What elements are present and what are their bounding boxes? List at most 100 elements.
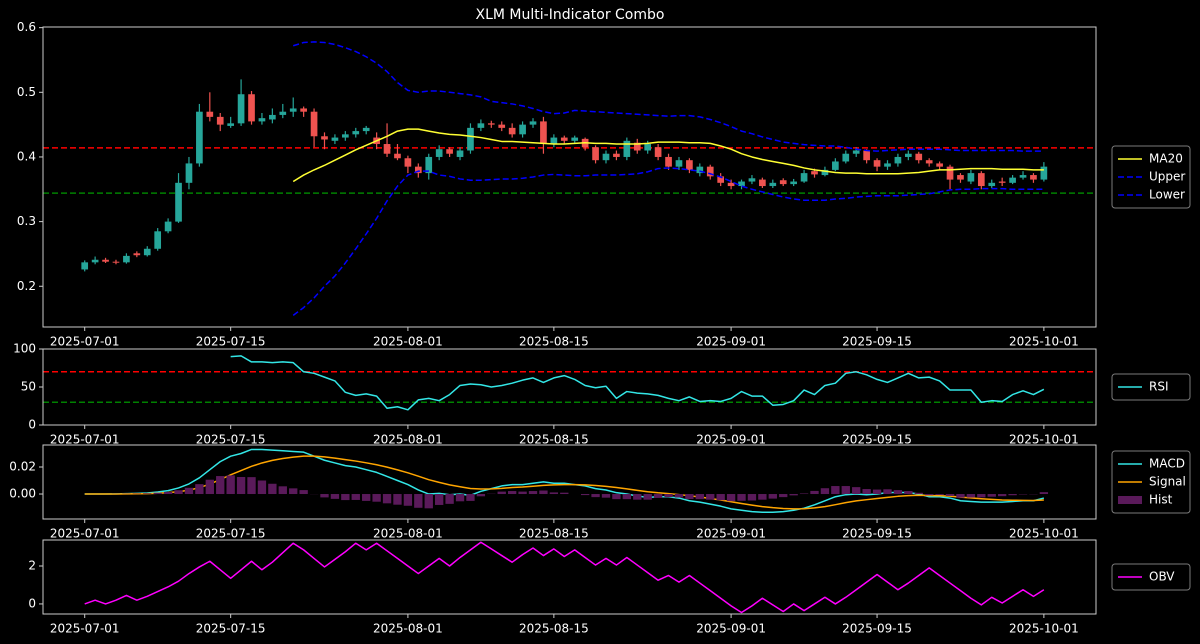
candle-body xyxy=(852,150,860,154)
candle-body xyxy=(289,108,297,112)
candle-body xyxy=(571,137,579,141)
candle-body xyxy=(112,261,120,263)
candle-body xyxy=(102,259,109,262)
legend-label: MA20 xyxy=(1149,152,1183,166)
histogram-bar xyxy=(862,489,871,495)
legend-label: RSI xyxy=(1149,380,1169,394)
series-line xyxy=(292,167,1044,316)
candle-body xyxy=(519,124,526,135)
candle-body xyxy=(237,94,245,124)
legend-box xyxy=(1111,373,1191,401)
histogram-bar xyxy=(612,494,621,500)
candle-body xyxy=(998,181,1006,183)
legend-swatch xyxy=(1118,496,1142,504)
candle-body xyxy=(467,127,474,151)
histogram-bar xyxy=(320,494,329,498)
candle-body xyxy=(300,108,307,112)
candle-body xyxy=(227,123,234,126)
candle-body xyxy=(769,182,777,187)
histogram-bar xyxy=(820,488,830,495)
legend-label: OBV xyxy=(1149,570,1175,584)
candle-body xyxy=(425,156,433,174)
candle-body xyxy=(394,153,401,159)
histogram-bar xyxy=(247,477,256,495)
x-tick-label: 2025-10-01 xyxy=(1009,622,1079,636)
candle-body xyxy=(686,160,693,170)
candle-body xyxy=(1040,166,1048,180)
candle-body xyxy=(477,123,485,128)
candle-body xyxy=(706,166,714,177)
candle-body xyxy=(988,182,996,187)
candle-body xyxy=(675,160,683,167)
candle-body xyxy=(508,127,516,135)
histogram-bar xyxy=(435,494,444,505)
candle-body xyxy=(143,248,151,256)
candle-body xyxy=(331,137,339,141)
candle-body xyxy=(352,131,360,135)
histogram-bar xyxy=(997,494,1007,497)
histogram-bar xyxy=(904,491,913,495)
histogram-bar xyxy=(351,494,360,500)
histogram-bar xyxy=(560,492,569,495)
x-tick-label: 2025-09-01 xyxy=(696,622,766,636)
x-tick-label: 2025-10-01 xyxy=(1009,433,1079,447)
candle-body xyxy=(196,111,203,164)
x-tick-label: 2025-08-15 xyxy=(519,433,589,447)
x-tick-label: 2025-09-15 xyxy=(842,527,912,541)
histogram-bar xyxy=(330,494,340,499)
candle-body xyxy=(811,171,818,175)
histogram-bar xyxy=(174,490,183,495)
plot-frame xyxy=(42,539,1097,615)
candle-body xyxy=(279,111,287,115)
x-tick-label: 2025-08-01 xyxy=(373,335,443,349)
histogram-bar xyxy=(518,491,527,495)
y-tick-label: 0.6 xyxy=(17,20,36,34)
histogram-bar xyxy=(226,475,235,495)
candle-body xyxy=(269,114,276,120)
candle-body xyxy=(550,137,558,145)
candle-body xyxy=(633,142,641,151)
histogram-bar xyxy=(591,494,600,498)
y-tick-label: 50 xyxy=(21,380,36,394)
histogram-bar xyxy=(977,494,986,498)
histogram-bar xyxy=(914,492,923,495)
histogram-bar xyxy=(883,489,892,495)
candle-body xyxy=(1009,177,1016,183)
candle-body xyxy=(727,182,735,187)
histogram-bar xyxy=(216,476,225,495)
y-tick-label: 0.02 xyxy=(9,460,36,474)
series-line xyxy=(230,355,1045,411)
x-tick-label: 2025-07-01 xyxy=(50,622,120,636)
x-tick-label: 2025-07-01 xyxy=(50,527,120,541)
legend-label: Hist xyxy=(1149,493,1173,507)
candle-body xyxy=(91,259,99,263)
histogram-bar xyxy=(758,494,767,500)
histogram-bar xyxy=(674,494,684,498)
candle-body xyxy=(81,262,89,270)
candle-body xyxy=(717,176,725,183)
x-tick-label: 2025-07-01 xyxy=(50,433,120,447)
x-tick-label: 2025-08-15 xyxy=(519,335,589,349)
histogram-bar xyxy=(143,493,152,495)
x-tick-label: 2025-07-15 xyxy=(196,433,266,447)
candle-body xyxy=(487,123,495,125)
candle-body xyxy=(498,124,506,128)
candle-body xyxy=(258,118,266,122)
candle-body xyxy=(665,156,672,167)
candle-body xyxy=(748,178,756,182)
candle-body xyxy=(915,153,923,161)
histogram-bar xyxy=(726,494,736,502)
x-tick-label: 2025-07-15 xyxy=(196,622,266,636)
candle-body xyxy=(696,166,704,174)
x-tick-label: 2025-10-01 xyxy=(1009,335,1079,349)
x-tick-label: 2025-08-15 xyxy=(519,622,589,636)
candle-body xyxy=(884,163,891,167)
candle-body xyxy=(967,173,975,182)
legend-box xyxy=(1111,145,1191,209)
histogram-bar xyxy=(643,494,652,500)
histogram-bar xyxy=(153,492,162,495)
histogram-bar xyxy=(831,486,840,495)
candle-body xyxy=(623,140,631,157)
histogram-bar xyxy=(278,486,287,495)
candle-body xyxy=(602,153,610,161)
